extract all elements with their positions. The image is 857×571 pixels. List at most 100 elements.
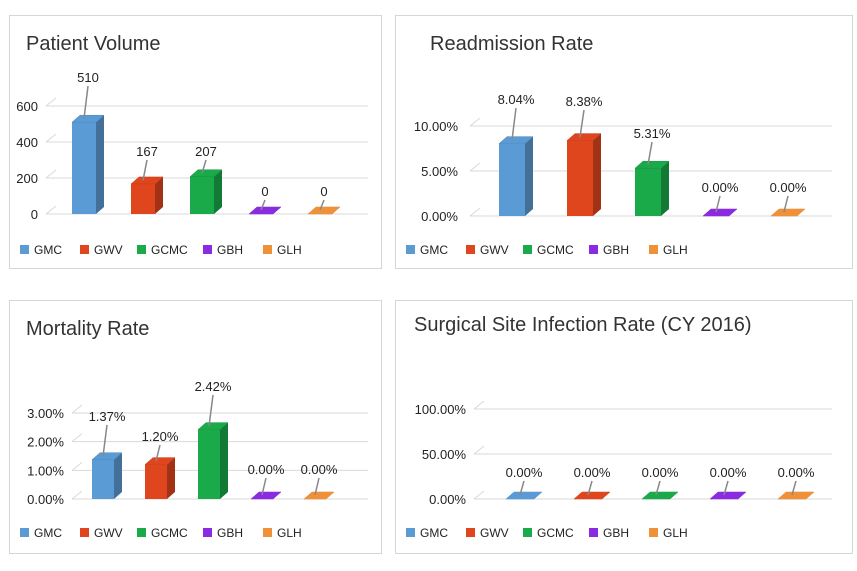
legend-label-glh: GLH <box>277 243 302 257</box>
bar-side <box>214 169 222 214</box>
gridline-depth <box>469 207 481 217</box>
gridline-depth <box>45 169 57 179</box>
data-label-gwv: 1.20% <box>142 429 179 444</box>
bar-glh <box>307 206 341 215</box>
bar-zero <box>251 492 281 499</box>
legend-swatch-glh <box>649 528 658 537</box>
data-label-leader <box>783 195 789 213</box>
bar-zero <box>308 207 340 214</box>
data-label-leader <box>715 195 721 213</box>
bar-gbh <box>709 491 747 500</box>
data-label-leader <box>260 199 266 211</box>
bar-side <box>96 115 104 214</box>
y-tick-label: 50.00% <box>422 447 467 462</box>
legend-swatch-gmc <box>406 528 415 537</box>
data-label-glh: 0.00% <box>778 465 815 480</box>
bar-zero <box>703 209 737 216</box>
bar-top <box>498 136 534 144</box>
data-label-gwv: 8.38% <box>566 94 603 109</box>
bar-gbh <box>702 208 738 217</box>
bar-gmc <box>505 491 543 500</box>
gridline-depth <box>469 117 481 127</box>
bar-zero <box>304 492 334 499</box>
chart-title: Patient Volume <box>26 33 161 55</box>
bar-glh <box>303 491 335 500</box>
bar-front <box>92 459 114 499</box>
data-label-gwv: 0.00% <box>574 465 611 480</box>
bar-zero <box>506 492 542 499</box>
data-label-glh: 0.00% <box>301 462 338 477</box>
bar-front <box>190 176 214 214</box>
bar-front <box>198 429 220 499</box>
bar-side <box>525 136 533 216</box>
legend-swatch-gwv <box>466 528 475 537</box>
legend-swatch-gbh <box>589 528 598 537</box>
data-label-leader <box>511 107 517 141</box>
y-tick-label: 400 <box>16 135 38 150</box>
bar-zero <box>778 492 814 499</box>
data-label-gbh: 0.00% <box>702 180 739 195</box>
legend-swatch-gwv <box>466 245 475 254</box>
legend-label-gcmc: GCMC <box>151 526 188 540</box>
legend-swatch-gmc <box>20 245 29 254</box>
bar-side <box>155 176 163 214</box>
data-label-leader <box>647 141 653 165</box>
bar-gwv <box>573 491 611 500</box>
y-tick-label: 1.00% <box>27 463 64 478</box>
legend-label-gwv: GWV <box>480 526 509 540</box>
patient-volume-chart: Patient Volume 0 200 400 600 510 167 207 0 0 GMC GW… <box>16 33 368 257</box>
bar-side <box>593 133 601 216</box>
legend-label-gcmc: GCMC <box>537 526 574 540</box>
legend-swatch-gmc <box>406 245 415 254</box>
legend-label-gmc: GMC <box>420 526 448 540</box>
bar-gcmc <box>634 160 670 216</box>
data-label-leader <box>261 477 267 496</box>
legend-swatch-gcmc <box>137 528 146 537</box>
legend-label-gmc: GMC <box>34 243 62 257</box>
y-tick-label: 0.00% <box>27 492 64 507</box>
legend-swatch-gbh <box>203 245 212 254</box>
legend-label-glh: GLH <box>663 243 688 257</box>
legend-label-gbh: GBH <box>217 526 243 540</box>
bar-gcmc <box>641 491 679 500</box>
bar-zero <box>710 492 746 499</box>
data-label-leader <box>587 480 593 496</box>
bar-gwv <box>566 133 602 216</box>
bar-gcmc <box>189 169 223 214</box>
gridline-depth <box>71 490 83 500</box>
bar-side <box>167 457 175 499</box>
mortality-rate-chart-panel: Mortality Rate 0.00% 1.00% 2.00% 3.00% 1.37% 1… <box>9 300 382 554</box>
data-label-leader <box>791 480 797 496</box>
gridline-depth <box>45 205 57 215</box>
bar-front <box>145 464 167 499</box>
chart-title: Surgical Site Infection Rate (CY 2016) <box>414 314 752 336</box>
gridline-depth <box>71 404 83 414</box>
legend-label-glh: GLH <box>277 526 302 540</box>
y-tick-label: 10.00% <box>414 119 459 134</box>
legend-swatch-gbh <box>203 528 212 537</box>
gridline-depth <box>71 461 83 471</box>
patient-volume-chart-panel: Patient Volume 0 200 400 600 510 167 207 0 0 GMC GW… <box>9 15 382 269</box>
data-label-gcmc: 0.00% <box>642 465 679 480</box>
data-label-leader <box>519 480 525 496</box>
bar-gbh <box>250 491 282 500</box>
surgical-site-infection-rate-chart: Surgical Site Infection Rate (CY 2016) 0.… <box>406 314 832 540</box>
bar-side <box>114 452 122 499</box>
legend-label-gcmc: GCMC <box>151 243 188 257</box>
bar-zero <box>771 209 805 216</box>
bar-top <box>91 452 123 460</box>
bar-top <box>634 160 670 169</box>
legend-label-gwv: GWV <box>94 526 123 540</box>
data-label-leader <box>83 85 89 119</box>
y-tick-label: 200 <box>16 171 38 186</box>
legend-label-gbh: GBH <box>217 243 243 257</box>
gridline-depth <box>473 400 485 410</box>
gridline-depth <box>45 97 57 107</box>
data-label-gcmc: 2.42% <box>195 379 232 394</box>
bar-zero <box>574 492 610 499</box>
legend-label-gmc: GMC <box>420 243 448 257</box>
y-tick-label: 3.00% <box>27 406 64 421</box>
legend-swatch-gcmc <box>523 245 532 254</box>
data-label-leader <box>208 394 214 427</box>
readmission-rate-chart: Readmission Rate 0.00% 5.00% 10.00% 8.04% 8.3… <box>406 33 832 257</box>
